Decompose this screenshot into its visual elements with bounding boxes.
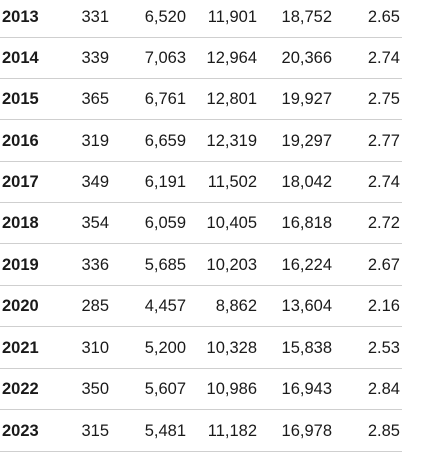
value-cell: 2.74 [367,49,400,67]
value-cell: 6,191 [144,173,186,191]
value-cell: 12,319 [206,132,257,150]
value-cell: 2.74 [367,173,400,191]
value-cell: 339 [81,49,109,67]
table-row: 2018 354 6,059 10,405 16,818 2.72 [0,203,402,244]
value-cell: 11,182 [207,422,257,440]
value-cell: 7,063 [144,49,186,67]
value-cell: 349 [81,173,109,191]
value-cell: 2.65 [367,8,400,26]
value-cell: 11,502 [207,173,257,191]
value-cell: 11,901 [207,8,257,26]
table-row: 2013 331 6,520 11,901 18,752 2.65 [0,0,402,38]
value-cell: 2.84 [367,380,400,398]
value-cell: 6,659 [144,132,186,150]
value-cell: 350 [81,380,109,398]
value-cell: 6,520 [144,8,186,26]
value-cell: 2.53 [367,339,400,357]
table-row: 2022 350 5,607 10,986 16,943 2.84 [0,369,402,410]
value-cell: 2.67 [367,256,400,274]
table-row: 2019 336 5,685 10,203 16,224 2.67 [0,245,402,286]
table-row: 2014 339 7,063 12,964 20,366 2.74 [0,38,402,79]
value-cell: 319 [81,132,109,150]
value-cell: 336 [81,256,109,274]
year-cell: 2020 [2,297,39,315]
value-cell: 6,761 [144,90,186,108]
value-cell: 12,964 [206,49,257,67]
year-cell: 2019 [2,256,39,274]
value-cell: 365 [81,90,109,108]
value-cell: 16,978 [281,422,332,440]
value-cell: 4,457 [144,297,186,315]
value-cell: 5,200 [144,339,186,357]
year-cell: 2013 [2,8,39,26]
value-cell: 2.72 [367,214,400,232]
value-cell: 5,481 [144,422,186,440]
value-cell: 15,838 [281,339,332,357]
value-cell: 19,927 [281,90,332,108]
table-row: 2016 319 6,659 12,319 19,297 2.77 [0,121,402,162]
value-cell: 16,224 [281,256,332,274]
value-cell: 285 [81,297,109,315]
table-row: 2015 365 6,761 12,801 19,927 2.75 [0,79,402,120]
value-cell: 331 [81,8,109,26]
value-cell: 10,986 [206,380,257,398]
value-cell: 19,297 [281,132,332,150]
value-cell: 12,801 [206,90,257,108]
value-cell: 18,042 [281,173,332,191]
table-row: 2017 349 6,191 11,502 18,042 2.74 [0,162,402,203]
value-cell: 18,752 [281,8,332,26]
value-cell: 16,818 [281,214,332,232]
year-cell: 2014 [2,49,39,67]
year-cell: 2022 [2,380,39,398]
value-cell: 2.75 [367,90,400,108]
value-cell: 16,943 [281,380,332,398]
value-cell: 10,328 [206,339,257,357]
value-cell: 10,203 [206,256,257,274]
value-cell: 20,366 [281,49,332,67]
year-cell: 2016 [2,132,39,150]
value-cell: 310 [81,339,109,357]
value-cell: 2.77 [367,132,400,150]
value-cell: 2.16 [367,297,400,315]
year-cell: 2023 [2,422,39,440]
value-cell: 5,685 [144,256,186,274]
value-cell: 10,405 [206,214,257,232]
year-cell: 2018 [2,214,39,232]
table-row: 2023 315 5,481 11,182 16,978 2.85 [0,411,402,452]
value-cell: 315 [81,422,109,440]
value-cell: 13,604 [281,297,332,315]
value-cell: 6,059 [144,214,186,232]
year-cell: 2021 [2,339,39,357]
value-cell: 8,862 [215,297,257,315]
table-row: 2020 285 4,457 8,862 13,604 2.16 [0,286,402,327]
value-cell: 2.85 [367,422,400,440]
table-row: 2021 310 5,200 10,328 15,838 2.53 [0,328,402,369]
value-cell: 354 [81,214,109,232]
year-cell: 2015 [2,90,39,108]
year-cell: 2017 [2,173,39,191]
value-cell: 5,607 [144,380,186,398]
